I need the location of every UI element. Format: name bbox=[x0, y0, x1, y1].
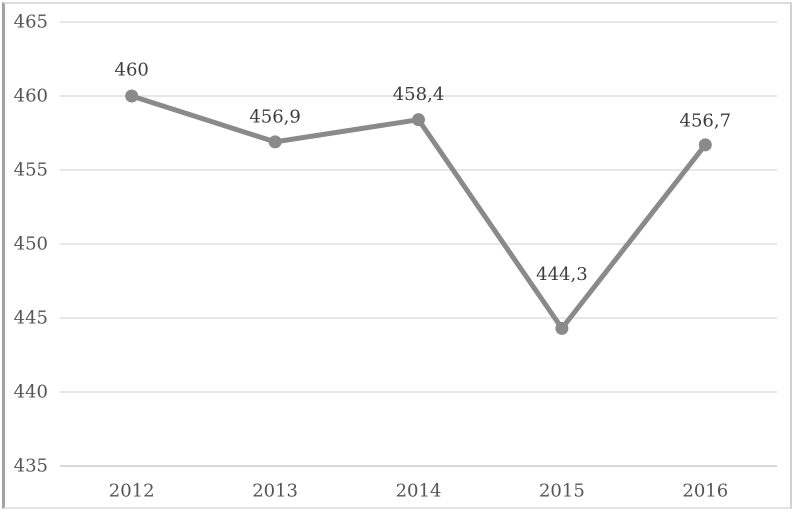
x-axis-tick-label: 2013 bbox=[252, 481, 298, 502]
x-axis-tick-label: 2016 bbox=[682, 481, 728, 502]
data-point-marker bbox=[412, 113, 425, 127]
x-axis-tick-label: 2012 bbox=[109, 481, 155, 502]
data-point-label: 444,3 bbox=[536, 264, 588, 285]
y-axis-tick-label: 445 bbox=[14, 308, 48, 329]
data-point-marker bbox=[125, 89, 139, 103]
data-point-marker bbox=[555, 321, 569, 335]
x-axis-tick-label: 2015 bbox=[539, 481, 585, 502]
data-point-label: 460 bbox=[115, 60, 149, 81]
data-point-label: 456,7 bbox=[680, 110, 732, 131]
data-point-marker bbox=[268, 135, 282, 149]
data-point-marker bbox=[698, 138, 712, 152]
y-axis-tick-label: 440 bbox=[14, 382, 48, 403]
y-axis-tick-label: 455 bbox=[14, 160, 48, 181]
data-point-label: 456,9 bbox=[249, 106, 301, 127]
x-axis-tick-label: 2014 bbox=[396, 481, 442, 502]
y-axis-tick-label: 465 bbox=[14, 12, 48, 33]
data-point-label: 458,4 bbox=[393, 84, 445, 105]
y-axis-tick-label: 450 bbox=[14, 234, 48, 255]
y-axis-tick-label: 435 bbox=[14, 456, 48, 477]
y-axis-tick-label: 460 bbox=[14, 86, 48, 107]
series-line bbox=[129, 93, 708, 331]
